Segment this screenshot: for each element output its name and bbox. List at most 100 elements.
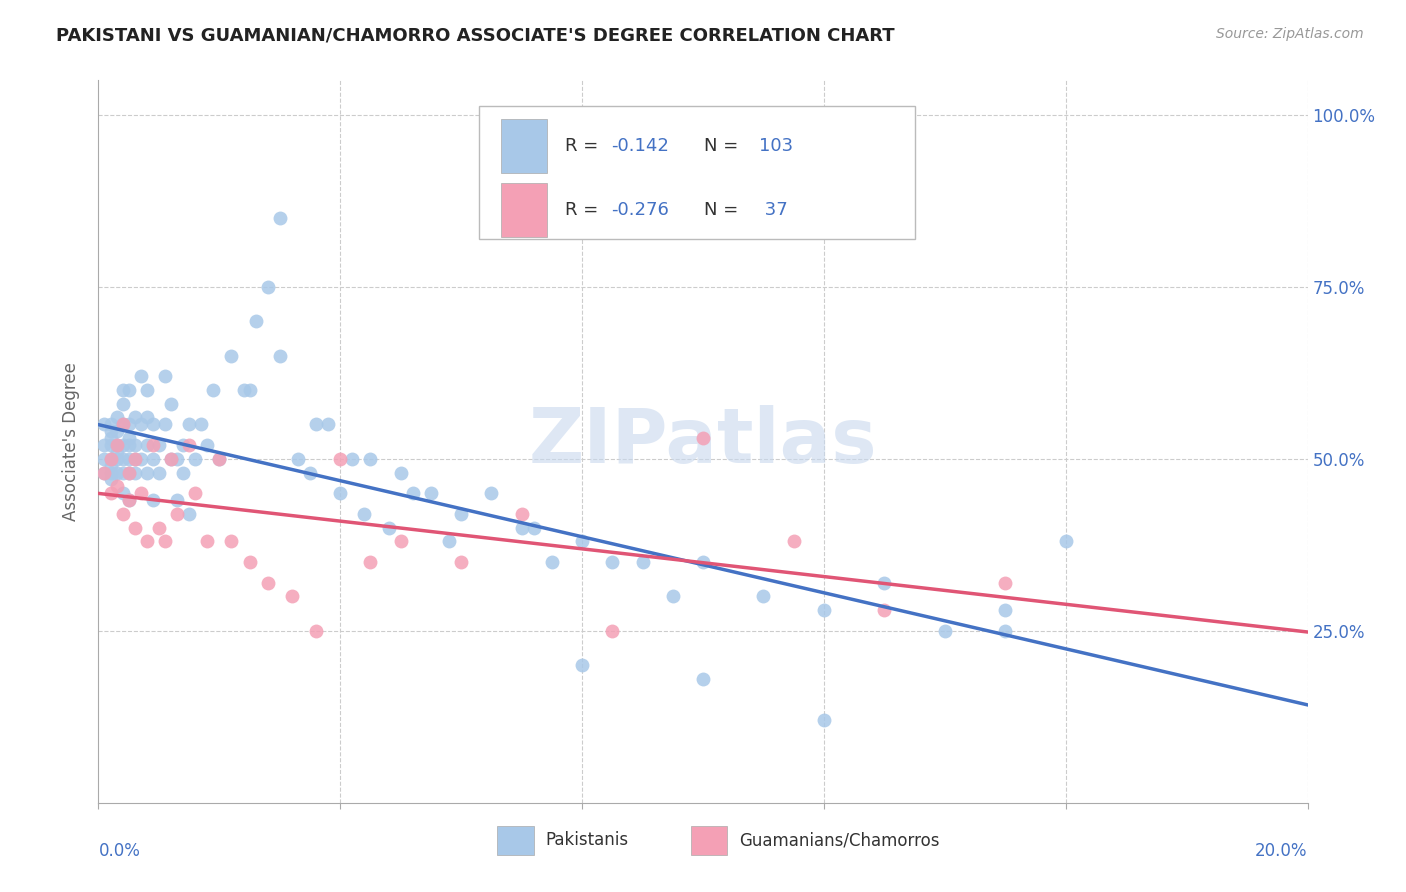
- Point: [105, 410, 128, 425]
- Point: [129, 486, 152, 500]
- Point: [118, 466, 141, 480]
- Point: [111, 397, 134, 411]
- Point: [402, 486, 425, 500]
- Point: [450, 507, 472, 521]
- Point: [105, 424, 128, 438]
- Point: [389, 466, 412, 480]
- Point: [692, 672, 714, 686]
- Point: [481, 486, 503, 500]
- Point: [118, 466, 141, 480]
- Point: [195, 534, 218, 549]
- Point: [111, 383, 134, 397]
- Point: [135, 466, 157, 480]
- Point: [100, 424, 122, 438]
- Point: [179, 507, 201, 521]
- Text: R =: R =: [565, 136, 605, 154]
- Point: [994, 575, 1017, 590]
- Text: R =: R =: [565, 201, 605, 219]
- Point: [93, 438, 115, 452]
- Point: [172, 466, 194, 480]
- Text: Source: ZipAtlas.com: Source: ZipAtlas.com: [1216, 27, 1364, 41]
- Point: [873, 575, 896, 590]
- Point: [523, 520, 546, 534]
- Point: [118, 438, 141, 452]
- Point: [124, 451, 146, 466]
- Point: [100, 458, 122, 473]
- Point: [100, 451, 122, 466]
- Point: [111, 486, 134, 500]
- Point: [510, 507, 533, 521]
- Point: [100, 438, 122, 452]
- Point: [153, 534, 176, 549]
- Point: [172, 438, 194, 452]
- Point: [135, 534, 157, 549]
- FancyBboxPatch shape: [479, 105, 915, 239]
- Point: [329, 451, 352, 466]
- Point: [166, 507, 188, 521]
- Point: [118, 451, 141, 466]
- Point: [100, 472, 122, 486]
- Point: [994, 603, 1017, 617]
- Point: [256, 279, 278, 293]
- Point: [166, 493, 188, 508]
- Point: [135, 383, 157, 397]
- Point: [111, 438, 134, 452]
- Point: [360, 451, 382, 466]
- Point: [118, 493, 141, 508]
- Point: [105, 466, 128, 480]
- Point: [190, 417, 212, 432]
- Point: [118, 493, 141, 508]
- Point: [813, 603, 835, 617]
- Point: [142, 438, 165, 452]
- Text: 20.0%: 20.0%: [1256, 842, 1308, 860]
- Point: [160, 451, 183, 466]
- Point: [934, 624, 956, 638]
- Point: [100, 451, 122, 466]
- FancyBboxPatch shape: [690, 826, 727, 855]
- Point: [118, 383, 141, 397]
- Point: [142, 451, 165, 466]
- Point: [153, 369, 176, 384]
- Point: [510, 520, 533, 534]
- Point: [873, 603, 896, 617]
- Point: [129, 451, 152, 466]
- Point: [813, 713, 835, 727]
- Point: [118, 417, 141, 432]
- Point: [135, 438, 157, 452]
- Point: [269, 211, 291, 225]
- Point: [179, 438, 201, 452]
- Point: [752, 590, 775, 604]
- Point: [602, 624, 624, 638]
- Text: PAKISTANI VS GUAMANIAN/CHAMORRO ASSOCIATE'S DEGREE CORRELATION CHART: PAKISTANI VS GUAMANIAN/CHAMORRO ASSOCIAT…: [56, 27, 894, 45]
- Point: [100, 486, 122, 500]
- Point: [316, 417, 339, 432]
- Point: [1054, 534, 1077, 549]
- Point: [93, 466, 115, 480]
- Point: [342, 451, 364, 466]
- Point: [661, 590, 683, 604]
- Point: [281, 590, 304, 604]
- Point: [269, 349, 291, 363]
- Point: [783, 534, 806, 549]
- Point: [105, 438, 128, 452]
- Point: [135, 410, 157, 425]
- Point: [571, 658, 593, 673]
- Point: [124, 438, 146, 452]
- Point: [329, 486, 352, 500]
- Point: [631, 555, 654, 569]
- Point: [111, 507, 134, 521]
- Point: [184, 451, 207, 466]
- Point: [153, 417, 176, 432]
- Point: [124, 410, 146, 425]
- Point: [692, 555, 714, 569]
- Text: -0.276: -0.276: [612, 201, 669, 219]
- Point: [105, 445, 128, 459]
- Point: [540, 555, 562, 569]
- Point: [166, 451, 188, 466]
- Point: [111, 417, 134, 432]
- Point: [184, 486, 207, 500]
- Point: [111, 451, 134, 466]
- Text: Guamanians/Chamorros: Guamanians/Chamorros: [740, 831, 939, 849]
- Point: [129, 369, 152, 384]
- Point: [142, 417, 165, 432]
